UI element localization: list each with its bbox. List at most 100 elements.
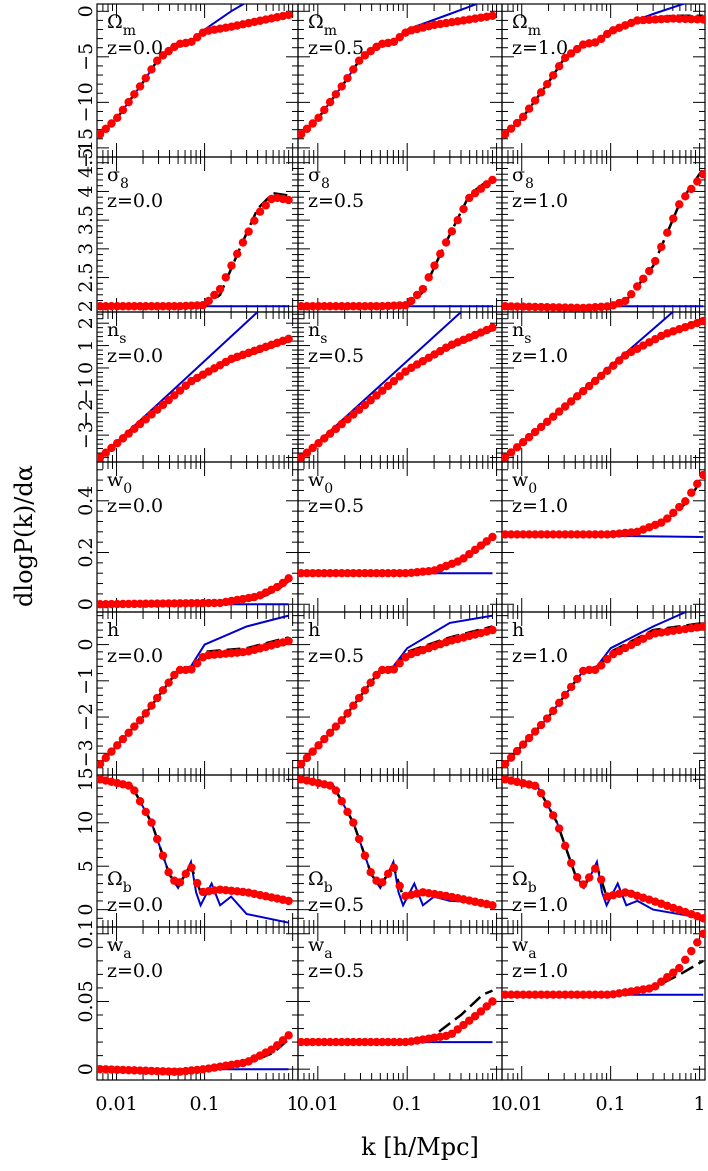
x-tick-label: 0.01 [501,1093,543,1115]
simulation-point [488,625,497,635]
simulation-point [482,180,491,189]
simulation-point [97,759,105,769]
simulation-point [590,990,600,999]
simulation-point [554,303,564,312]
redshift-label: z=0.5 [308,37,364,59]
panel-σ8-z=0.0: σ8z=0.0 [96,156,299,313]
y-tick-label: 0 [75,598,97,610]
panel-wa-z=1.0: waz=1.0 [501,926,706,1081]
redshift-label: z=1.0 [512,645,568,667]
simulation-point [482,1002,491,1011]
simulation-point [663,228,672,237]
simulation-point [284,10,293,20]
simulation-point [602,654,612,664]
simulation-point [187,37,196,47]
parameter-label: Ωb [308,868,333,896]
parameter-label: w0 [308,469,333,497]
simulation-point [548,303,558,312]
simulation-point [554,407,564,416]
simulation-point [164,868,173,877]
parameter-symbol: h [107,619,119,641]
simulation-point [602,29,612,39]
simulation-point [518,438,528,447]
y-tick-label: −1 [75,667,97,695]
simulation-point [645,266,654,276]
simulation-point [130,90,139,99]
simulation-point [681,497,690,506]
y-tick-label: −2 [75,399,97,427]
simulation-point [232,249,242,259]
parameter-symbol: Ω [512,868,528,890]
panel-series [502,167,705,312]
simulation-point [130,424,139,434]
simulation-point [278,1036,288,1045]
simulation-point [441,238,451,247]
simulation-point [590,303,600,312]
simulation-point [354,405,364,414]
simulation-point [578,990,588,999]
simulation-point [681,192,690,201]
simulation-point [221,273,230,282]
y-tick-label: 0 [75,904,97,916]
simulation-point [506,530,516,539]
parameter-symbol: w [308,934,325,956]
simulation-point [124,781,133,790]
simulation-point [518,990,528,999]
redshift-label: z=0.5 [308,190,364,212]
simulation-point [135,419,145,429]
y-tick-label: 0 [75,639,97,651]
simulation-point [284,574,293,583]
simulation-point [302,448,312,457]
parameter-symbol: Ω [107,11,123,33]
simulation-point [663,514,672,523]
simulation-point [459,204,468,214]
simulation-point [389,665,399,674]
simulation-point [548,811,558,820]
simulation-point [542,530,552,539]
simulation-point [366,396,375,405]
simulation-point [536,990,546,999]
simulation-point [337,797,346,806]
simulation-point [699,914,705,923]
redshift-label: z=0.5 [308,345,364,367]
simulation-point [530,96,540,105]
simulation-point [518,112,528,122]
simulation-point [107,443,116,453]
parameter-subscript: 0 [324,481,333,497]
simulation-point [512,118,522,128]
simulation-point [453,215,462,225]
simulation-point [518,302,528,311]
simulation-point [302,569,312,578]
simulation-point [354,834,364,844]
simulation-point [502,130,510,139]
simulation-point [560,53,570,63]
simulation-point [395,33,404,42]
panel-series [298,989,497,1047]
simulation-point [337,82,346,91]
simulation-point [395,372,404,381]
simulation-point [465,1016,474,1025]
simulation-point [284,334,293,344]
simulation-point [153,405,162,414]
simulation-point [651,982,660,991]
parameter-subscript: m [528,23,541,39]
simulation-point [320,302,329,311]
parameter-label: ns [107,319,126,347]
simulation-point [349,1037,358,1047]
simulation-point [320,734,329,744]
y-tick-label: 3.5 [75,205,97,235]
simulation-point [596,875,606,884]
simulation-point [407,296,416,306]
panel-series [502,4,705,139]
simulation-point [633,16,642,25]
simulation-point [366,302,375,311]
panel-h-z=0.5: h z=0.5 [297,611,503,776]
simulation-point [566,682,576,692]
simulation-point [389,863,399,873]
simulation-point [349,818,358,827]
simulation-point [536,302,546,312]
parameter-label: ns [308,319,327,347]
simulation-point [506,753,516,762]
simulation-point [602,530,612,539]
simulation-point [512,302,522,311]
